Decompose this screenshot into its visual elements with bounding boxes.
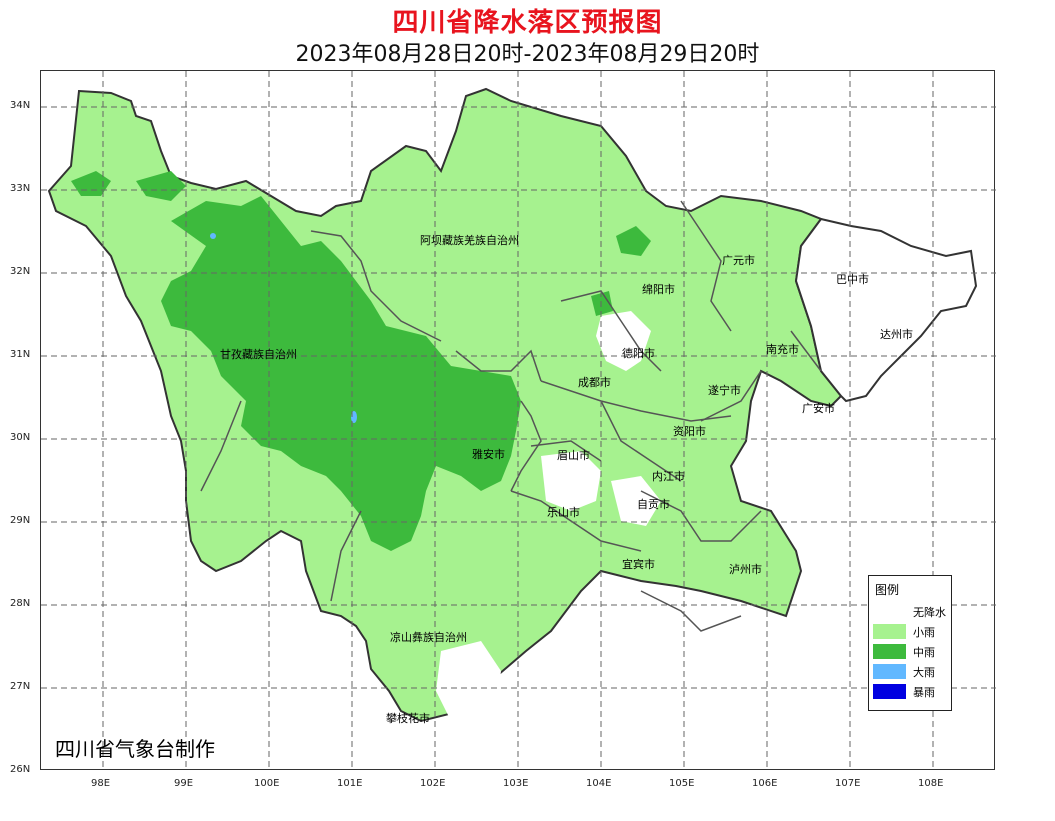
label-ziyang: 资阳市 [673,425,706,438]
no-rain-area [611,476,661,526]
moderate-rain-patch [616,226,651,256]
x-tick-101e: 101E [337,778,363,789]
producer-credit: 四川省气象台制作 [55,737,215,761]
x-tick-99e: 99E [174,778,194,789]
x-tick-104e: 104E [586,778,612,789]
y-tick-30n: 30N [10,432,31,443]
x-tick-100e: 100E [254,778,280,789]
label-nanchong: 南充市 [766,343,799,356]
label-leshan: 乐山市 [547,506,580,519]
x-tick-105e: 105E [669,778,695,789]
label-panzhihua: 攀枝花市 [386,712,430,725]
label-zigong: 自贡市 [637,498,670,511]
label-yaan: 雅安市 [472,448,505,461]
y-tick-34n: 34N [10,100,31,111]
legend-item-heavy-rain: 大雨 [873,663,951,680]
legend-item-light-rain: 小雨 [873,623,951,640]
label-yibin: 宜宾市 [622,558,655,571]
moderate-rain-patch [136,171,186,201]
no-rain-area [541,451,601,511]
label-ganzi: 甘孜藏族自治州 [220,348,297,361]
legend-label: 小雨 [913,626,935,639]
no-rain-area [596,311,651,371]
x-tick-103e: 103E [503,778,529,789]
label-aba: 阿坝藏族羌族自治州 [420,234,519,247]
label-bazhong: 巴中市 [836,273,869,286]
map-legend: 图例 无降水 小雨 中雨 大雨 暴雨 [868,575,952,711]
label-guangyuan: 广元市 [722,254,755,267]
label-dazhou: 达州市 [880,328,913,341]
label-luzhou: 泸州市 [729,563,762,576]
precipitation-map [41,71,996,771]
y-tick-31n: 31N [10,349,31,360]
map-panel [40,70,996,771]
label-liangshan: 凉山彝族自治州 [390,631,467,644]
label-guangan: 广安市 [802,402,835,415]
moderate-rain-patch [591,291,613,316]
region-boundaries [200,200,822,632]
legend-swatch [873,624,906,639]
legend-title: 图例 [875,583,900,597]
legend-item-moderate-rain: 中雨 [873,643,951,660]
label-suining: 遂宁市 [708,384,741,397]
label-meishan: 眉山市 [557,449,590,462]
y-tick-26n: 26N [10,764,31,775]
legend-label: 无降水 [913,606,946,619]
heavy-rain-spot [210,233,216,239]
map-title: 四川省降水落区预报图 [392,8,663,38]
x-tick-102e: 102E [420,778,446,789]
legend-item-no-rain: 无降水 [873,603,951,620]
legend-label: 暴雨 [913,686,935,699]
label-deyang: 德阳市 [622,347,655,360]
no-rain-area [436,641,501,731]
legend-item-rainstorm: 暴雨 [873,683,951,700]
legend-swatch [873,684,906,699]
label-chengdu: 成都市 [578,376,611,389]
label-neijiang: 内江市 [652,470,685,483]
y-tick-33n: 33N [10,183,31,194]
legend-swatch [873,664,906,679]
legend-label: 大雨 [913,666,935,679]
x-tick-107e: 107E [835,778,861,789]
y-tick-28n: 28N [10,598,31,609]
moderate-rain-area [161,196,521,551]
graticule [41,71,996,771]
no-rain-area [794,217,978,403]
y-tick-27n: 27N [10,681,31,692]
forecast-period: 2023年08月28日20时-2023年08月29日20时 [295,42,760,67]
y-tick-29n: 29N [10,515,31,526]
label-mianyang: 绵阳市 [642,283,675,296]
x-tick-98e: 98E [91,778,111,789]
x-tick-106e: 106E [752,778,778,789]
x-tick-108e: 108E [918,778,944,789]
legend-label: 中雨 [913,646,935,659]
legend-swatch [873,604,906,619]
y-tick-32n: 32N [10,266,31,277]
legend-swatch [873,644,906,659]
